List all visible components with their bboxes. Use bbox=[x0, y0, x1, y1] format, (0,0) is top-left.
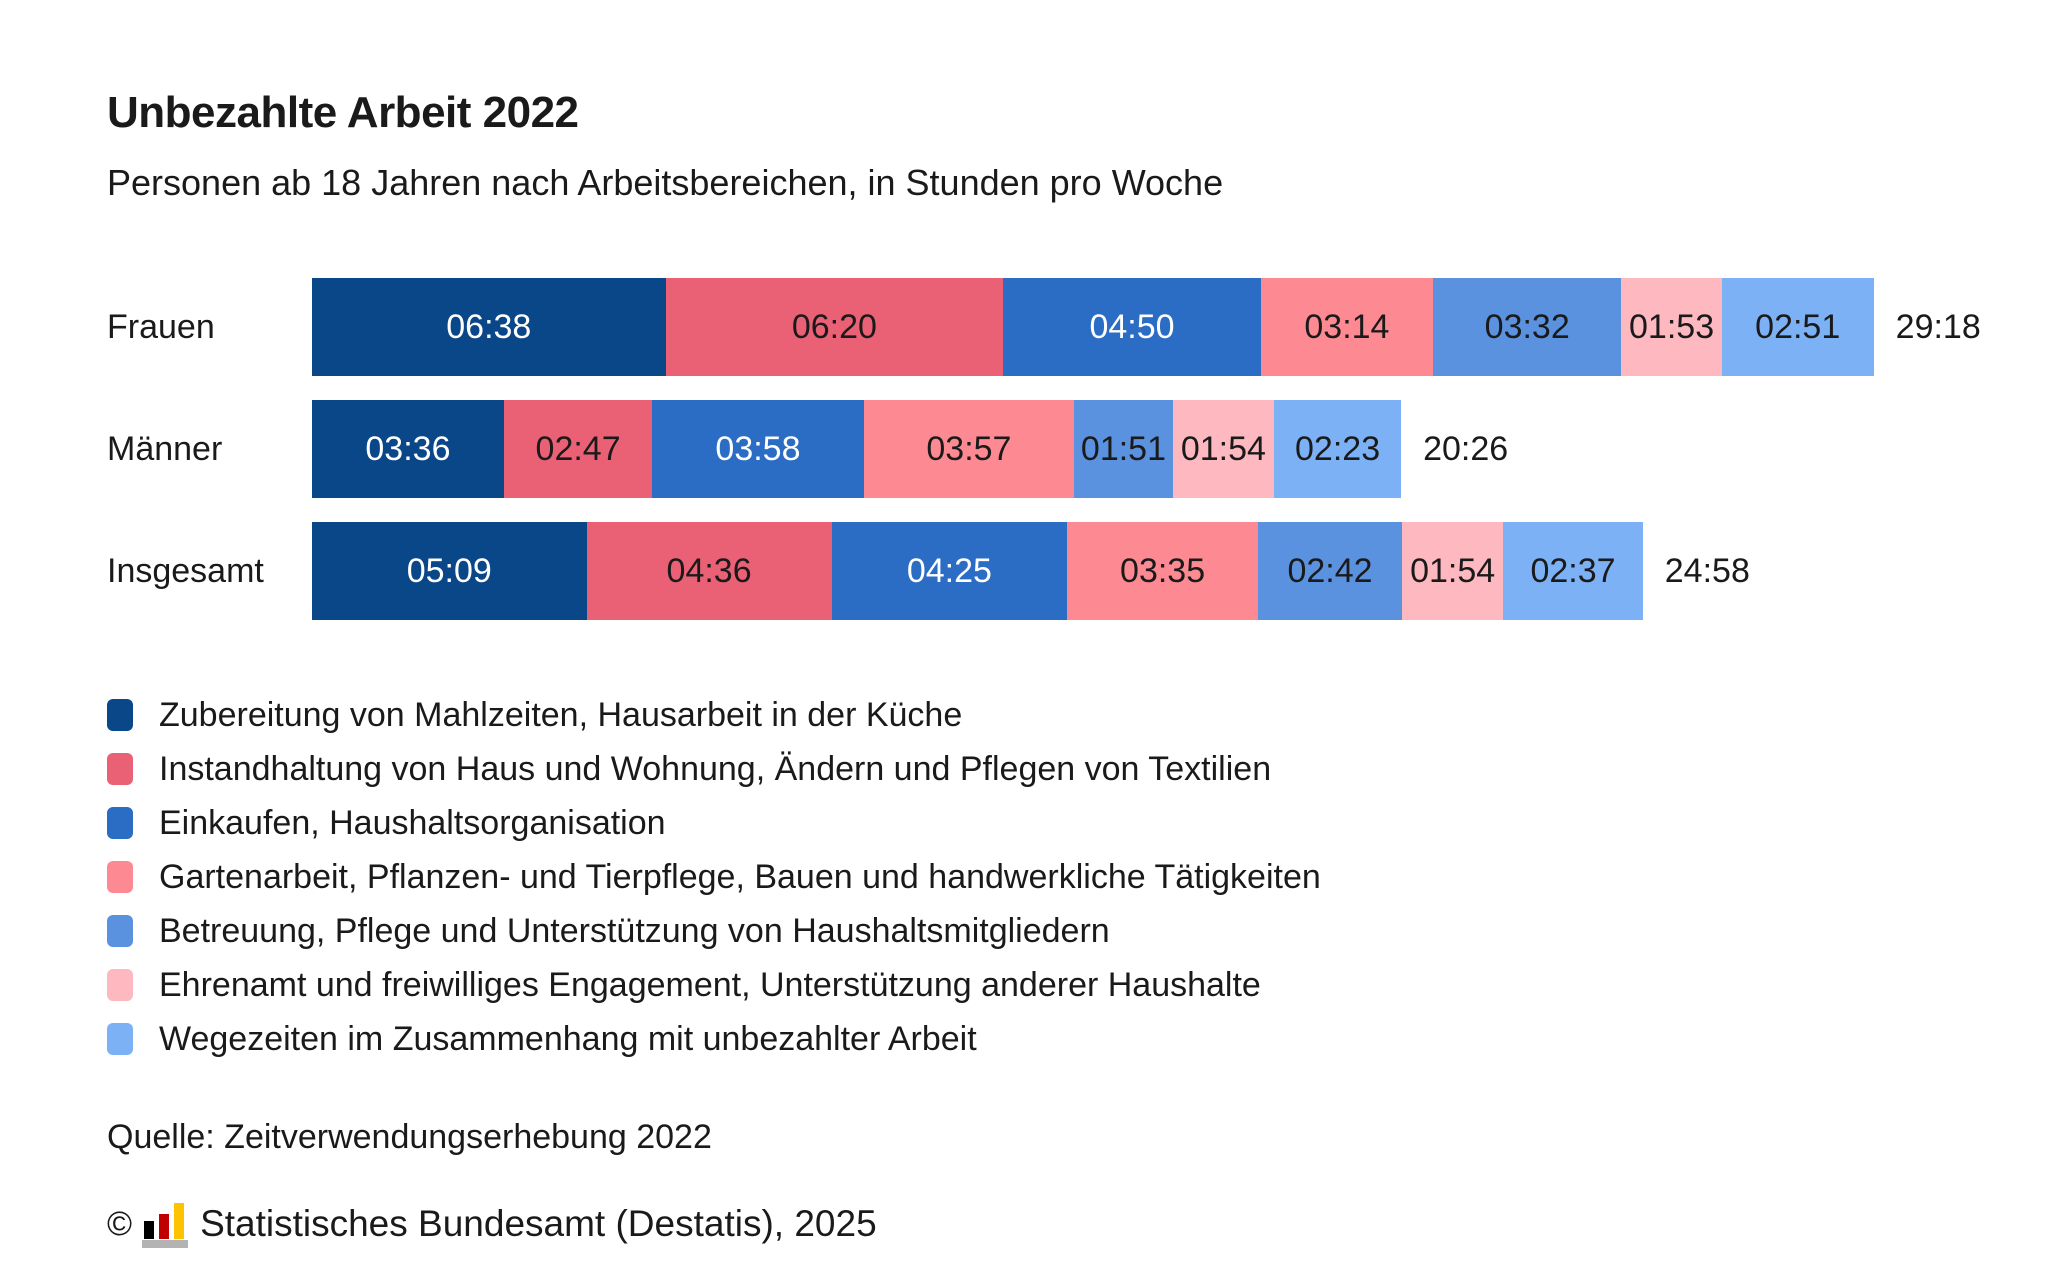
legend-item: Einkaufen, Haushaltsorganisation bbox=[107, 796, 1321, 850]
legend-label: Instandhaltung von Haus und Wohnung, Änd… bbox=[159, 749, 1272, 788]
chart-row: Männer 03:36 02:47 03:58 03:57 01:51 01:54 02:2… bbox=[107, 400, 1981, 498]
legend-label: Gartenarbeit, Pflanzen- und Tierpflege, … bbox=[159, 857, 1321, 896]
chart-subtitle: Personen ab 18 Jahren nach Arbeitsbereic… bbox=[107, 162, 1224, 203]
bar-segment: 03:57 bbox=[863, 400, 1075, 498]
legend-swatch bbox=[107, 969, 133, 1001]
row-total: 20:26 bbox=[1423, 429, 1509, 468]
row-label: Männer bbox=[107, 429, 223, 468]
bar-stack: 03:36 02:47 03:58 03:57 01:51 01:54 02:23 bbox=[312, 400, 1402, 498]
stacked-bar-chart: Frauen 06:38 06:20 04:50 03:14 03:32 01:53 02:5… bbox=[107, 278, 1981, 644]
chart-legend: Zubereitung von Mahlzeiten, Hausarbeit i… bbox=[107, 688, 1321, 1066]
logo-bar-gold bbox=[174, 1203, 185, 1239]
legend-item: Betreuung, Pflege und Unterstützung von … bbox=[107, 904, 1321, 958]
bar-segment: 02:47 bbox=[503, 400, 653, 498]
legend-label: Betreuung, Pflege und Unterstützung von … bbox=[159, 911, 1110, 950]
bar-segment: 03:35 bbox=[1067, 522, 1259, 620]
bar-segment: 02:42 bbox=[1258, 522, 1402, 620]
bar-segment: 01:54 bbox=[1172, 400, 1275, 498]
logo-baseline bbox=[142, 1240, 189, 1248]
logo-bar-red bbox=[159, 1214, 170, 1239]
bar-segment: 03:58 bbox=[652, 400, 864, 498]
legend-item: Wegezeiten im Zusammenhang mit unbezahlt… bbox=[107, 1012, 1321, 1066]
legend-item: Ehrenamt und freiwilliges Engagement, Un… bbox=[107, 958, 1321, 1012]
chart-title: Unbezahlte Arbeit 2022 bbox=[107, 88, 579, 137]
bar-segment: 02:51 bbox=[1721, 278, 1874, 376]
bar-segment: 06:20 bbox=[665, 278, 1004, 376]
source-note: Quelle: Zeitverwendungserhebung 2022 bbox=[107, 1118, 712, 1156]
bar-segment: 03:32 bbox=[1433, 278, 1622, 376]
legend-label: Einkaufen, Haushaltsorganisation bbox=[159, 803, 666, 842]
bar-segment: 01:54 bbox=[1401, 522, 1504, 620]
legend-item: Zubereitung von Mahlzeiten, Hausarbeit i… bbox=[107, 688, 1321, 742]
row-total: 29:18 bbox=[1895, 307, 1981, 346]
row-label: Frauen bbox=[107, 307, 215, 346]
bar-segment: 01:53 bbox=[1621, 278, 1722, 376]
legend-label: Zubereitung von Mahlzeiten, Hausarbeit i… bbox=[159, 695, 963, 734]
legend-swatch bbox=[107, 753, 133, 785]
copyright-line: © Statistisches Bundesamt (Destatis), 20… bbox=[107, 1200, 877, 1248]
bar-segment: 02:23 bbox=[1274, 400, 1402, 498]
bar-segment: 05:09 bbox=[312, 522, 587, 620]
copyright-symbol: © bbox=[107, 1204, 133, 1243]
legend-swatch bbox=[107, 699, 133, 731]
legend-label: Ehrenamt und freiwilliges Engagement, Un… bbox=[159, 965, 1261, 1004]
bar-segment: 02:37 bbox=[1503, 522, 1643, 620]
bar-stack: 05:09 04:36 04:25 03:35 02:42 01:54 02:37 bbox=[312, 522, 1643, 620]
chart-row: Frauen 06:38 06:20 04:50 03:14 03:32 01:53 02:5… bbox=[107, 278, 1981, 376]
destatis-bar-chart-icon bbox=[142, 1200, 189, 1248]
row-label: Insgesamt bbox=[107, 551, 264, 590]
logo-bar-black bbox=[144, 1221, 155, 1239]
copyright-text: Statistisches Bundesamt (Destatis), 2025 bbox=[200, 1203, 877, 1244]
bar-segment: 06:38 bbox=[312, 278, 666, 376]
bar-segment: 03:14 bbox=[1260, 278, 1434, 376]
bar-stack: 06:38 06:20 04:50 03:14 03:32 01:53 02:51 bbox=[312, 278, 1874, 376]
legend-item: Instandhaltung von Haus und Wohnung, Änd… bbox=[107, 742, 1321, 796]
bar-segment: 04:36 bbox=[586, 522, 832, 620]
legend-swatch bbox=[107, 807, 133, 839]
row-total: 24:58 bbox=[1664, 551, 1750, 590]
legend-label: Wegezeiten im Zusammenhang mit unbezahlt… bbox=[159, 1019, 977, 1058]
bar-segment: 04:50 bbox=[1003, 278, 1261, 376]
bar-segment: 04:25 bbox=[831, 522, 1068, 620]
legend-swatch bbox=[107, 1023, 133, 1055]
legend-swatch bbox=[107, 915, 133, 947]
legend-item: Gartenarbeit, Pflanzen- und Tierpflege, … bbox=[107, 850, 1321, 904]
chart-row: Insgesamt 05:09 04:36 04:25 03:35 02:42 01:54 0… bbox=[107, 522, 1981, 620]
bar-segment: 03:36 bbox=[312, 400, 504, 498]
bar-segment: 01:51 bbox=[1074, 400, 1173, 498]
legend-swatch bbox=[107, 861, 133, 893]
